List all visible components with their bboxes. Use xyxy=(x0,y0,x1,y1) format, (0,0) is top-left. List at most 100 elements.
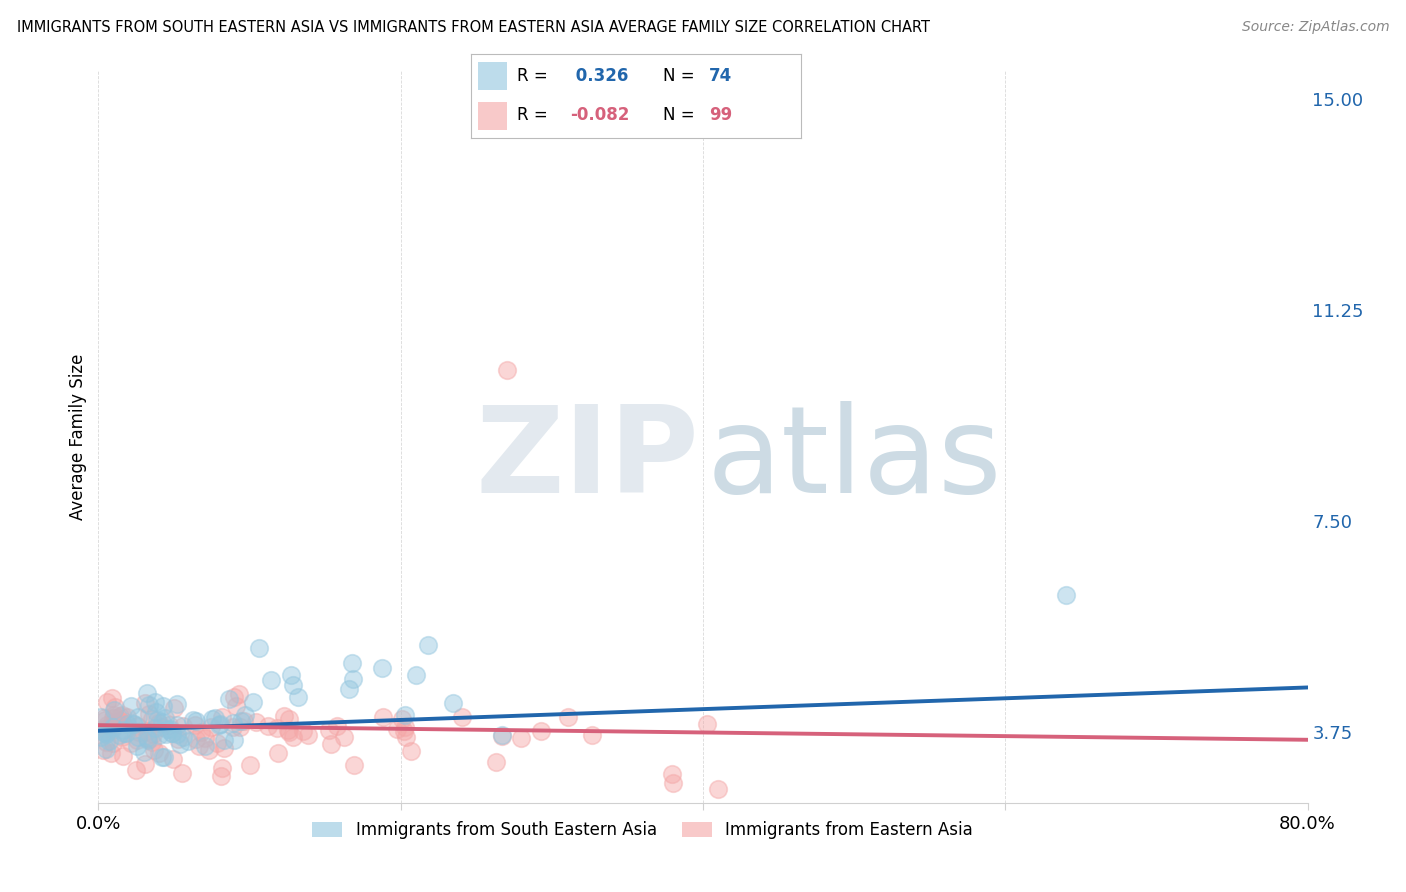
Point xyxy=(287,690,309,705)
Point xyxy=(103,711,125,725)
Point xyxy=(256,719,278,733)
Point xyxy=(135,724,157,739)
Point xyxy=(247,641,270,656)
Point xyxy=(441,696,464,710)
Point xyxy=(319,737,342,751)
Point xyxy=(96,725,118,739)
Point xyxy=(121,698,143,713)
Point xyxy=(138,698,160,713)
Point xyxy=(156,722,179,736)
Text: IMMIGRANTS FROM SOUTH EASTERN ASIA VS IMMIGRANTS FROM EASTERN ASIA AVERAGE FAMIL: IMMIGRANTS FROM SOUTH EASTERN ASIA VS IM… xyxy=(17,20,929,35)
Point xyxy=(231,714,253,728)
Point xyxy=(148,728,170,742)
Point xyxy=(169,738,191,752)
Point xyxy=(342,672,364,686)
Point xyxy=(103,703,125,717)
Point xyxy=(121,716,143,731)
Point xyxy=(96,718,118,732)
Point xyxy=(141,735,163,749)
Point xyxy=(211,710,233,724)
Point xyxy=(115,717,138,731)
Point xyxy=(222,720,245,734)
Point xyxy=(170,766,193,780)
Point xyxy=(101,736,124,750)
Point xyxy=(394,720,416,734)
Text: N =: N = xyxy=(662,106,700,124)
Point xyxy=(395,730,418,744)
Point xyxy=(96,695,118,709)
Text: Source: ZipAtlas.com: Source: ZipAtlas.com xyxy=(1241,20,1389,34)
Point xyxy=(166,727,188,741)
Point xyxy=(108,728,131,742)
Point xyxy=(183,713,205,727)
Text: 74: 74 xyxy=(709,67,733,85)
Point xyxy=(200,720,222,734)
Point xyxy=(108,709,131,723)
Point xyxy=(277,724,299,739)
Point xyxy=(96,742,118,756)
Point xyxy=(280,667,302,681)
Point xyxy=(111,749,134,764)
Point xyxy=(451,710,474,724)
Point xyxy=(340,656,363,670)
Point xyxy=(581,728,603,742)
Point xyxy=(707,781,730,796)
Point xyxy=(94,722,117,736)
Point xyxy=(100,723,122,737)
Point xyxy=(292,723,315,738)
Point xyxy=(143,695,166,709)
Point xyxy=(90,709,112,723)
Point xyxy=(136,731,159,745)
Text: -0.082: -0.082 xyxy=(571,106,630,124)
Point xyxy=(162,701,184,715)
Point xyxy=(166,697,188,711)
Point xyxy=(145,705,167,719)
Point xyxy=(155,727,177,741)
Point xyxy=(150,720,173,734)
Point xyxy=(127,730,149,744)
Y-axis label: Average Family Size: Average Family Size xyxy=(69,354,87,520)
Point xyxy=(222,690,245,704)
Point xyxy=(326,719,349,733)
Point xyxy=(214,740,236,755)
Point xyxy=(125,764,148,778)
Point xyxy=(143,722,166,736)
Point xyxy=(1054,588,1077,602)
Point xyxy=(485,755,508,769)
Point xyxy=(387,722,409,736)
Point xyxy=(273,709,295,723)
Point xyxy=(198,743,221,757)
Point xyxy=(224,733,246,747)
Point xyxy=(138,732,160,747)
Point xyxy=(91,742,114,756)
Point xyxy=(153,750,176,764)
Point xyxy=(111,723,134,738)
Point xyxy=(96,734,118,748)
Point xyxy=(142,727,165,741)
Point xyxy=(141,712,163,726)
Point xyxy=(160,725,183,739)
Point xyxy=(150,715,173,730)
Point xyxy=(201,712,224,726)
Point xyxy=(157,718,180,732)
Point xyxy=(100,746,122,760)
Point xyxy=(124,717,146,731)
Point xyxy=(134,757,156,772)
Point xyxy=(152,698,174,713)
Point xyxy=(391,712,413,726)
Point xyxy=(318,723,340,737)
Text: ZIP: ZIP xyxy=(475,401,699,517)
Point xyxy=(112,726,135,740)
Point xyxy=(233,708,256,723)
Point xyxy=(172,719,194,733)
Point xyxy=(239,758,262,772)
Point xyxy=(146,713,169,727)
Point xyxy=(159,723,181,737)
Point xyxy=(115,726,138,740)
Point xyxy=(278,712,301,726)
Point xyxy=(134,745,156,759)
Bar xyxy=(478,102,508,130)
Point xyxy=(135,686,157,700)
Point xyxy=(370,661,392,675)
Point xyxy=(125,719,148,733)
